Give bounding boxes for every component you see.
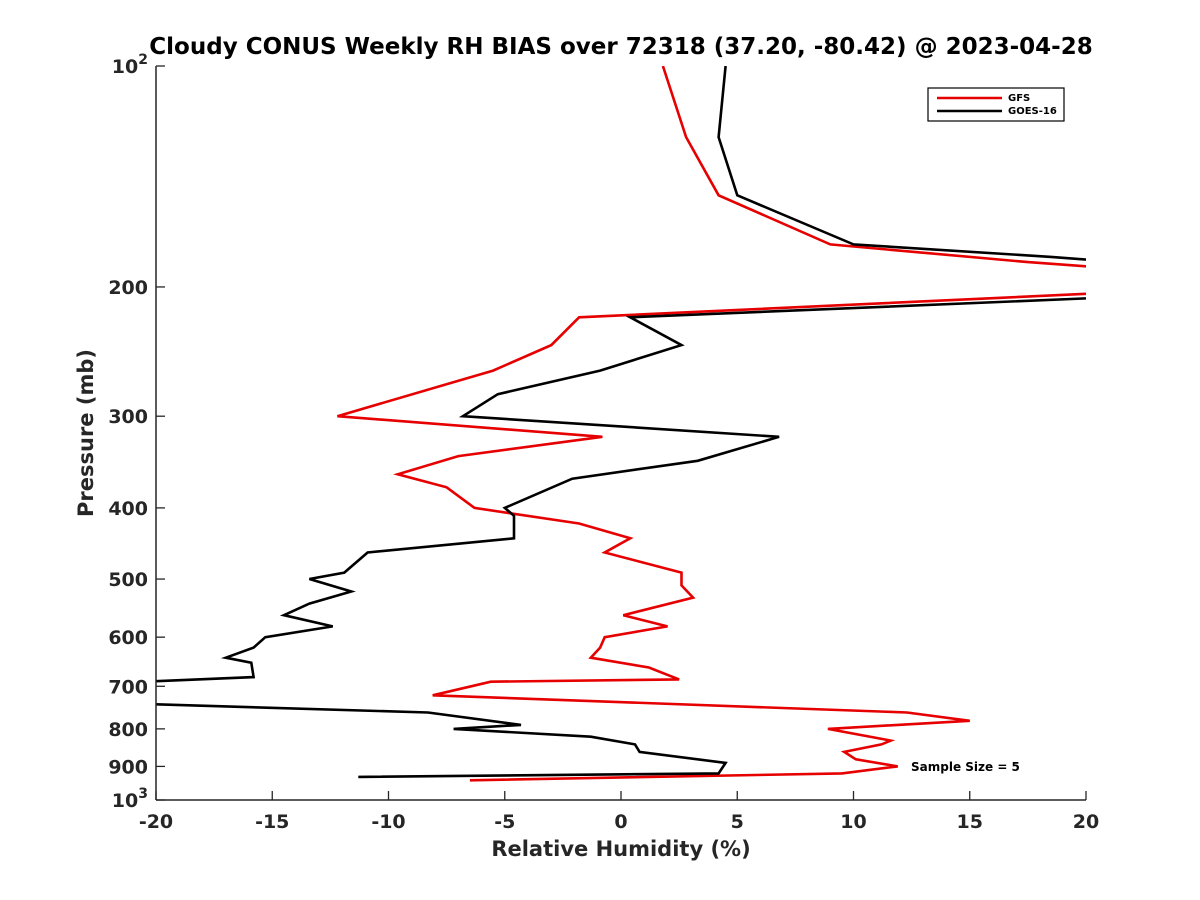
- axes-layer: -20 -15 -10 -5 0 5 10 15 20 102 200 300 400 500 600 700…: [108, 52, 1099, 833]
- legend-box: [927, 87, 1065, 122]
- x-tick-label: 0: [614, 811, 627, 833]
- y-tick-label: 300: [108, 406, 148, 428]
- sample-size-annotation: Sample Size = 5: [911, 760, 1020, 774]
- x-tick-label: 20: [1073, 811, 1099, 833]
- y-tick-label: 500: [108, 569, 148, 591]
- legend: GFS GOES-16: [927, 87, 1065, 122]
- x-tick-label: -5: [494, 811, 515, 833]
- y-tick-label: 700: [108, 676, 148, 698]
- y-tick-label: 800: [108, 719, 148, 741]
- chart-title: Cloudy CONUS Weekly RH BIAS over 72318 (…: [149, 34, 1092, 60]
- y-axis-label: Pressure (mb): [74, 349, 98, 517]
- series-line-goes16: [156, 66, 1086, 779]
- y-tick-label: 200: [108, 277, 148, 299]
- y-tick-label: 900: [108, 756, 148, 778]
- x-tick-label: 15: [957, 811, 983, 833]
- x-tick-label: -10: [371, 811, 405, 833]
- x-tick-label: 10: [840, 811, 866, 833]
- x-tick-label: -20: [139, 811, 173, 833]
- x-tick-label: 5: [731, 811, 744, 833]
- series-layer: [156, 66, 1086, 782]
- y-tick-label: 400: [108, 498, 148, 520]
- x-axis-label: Relative Humidity (%): [491, 837, 750, 861]
- legend-label-gfs: GFS: [1008, 93, 1030, 104]
- x-tick-label: -15: [255, 811, 289, 833]
- y-tick-label: 102: [112, 52, 148, 78]
- y-tick-label: 600: [108, 627, 148, 649]
- legend-label-goes16: GOES-16: [1008, 106, 1057, 117]
- y-tick-label: 103: [112, 786, 148, 812]
- series-line-gfs: [337, 66, 1086, 782]
